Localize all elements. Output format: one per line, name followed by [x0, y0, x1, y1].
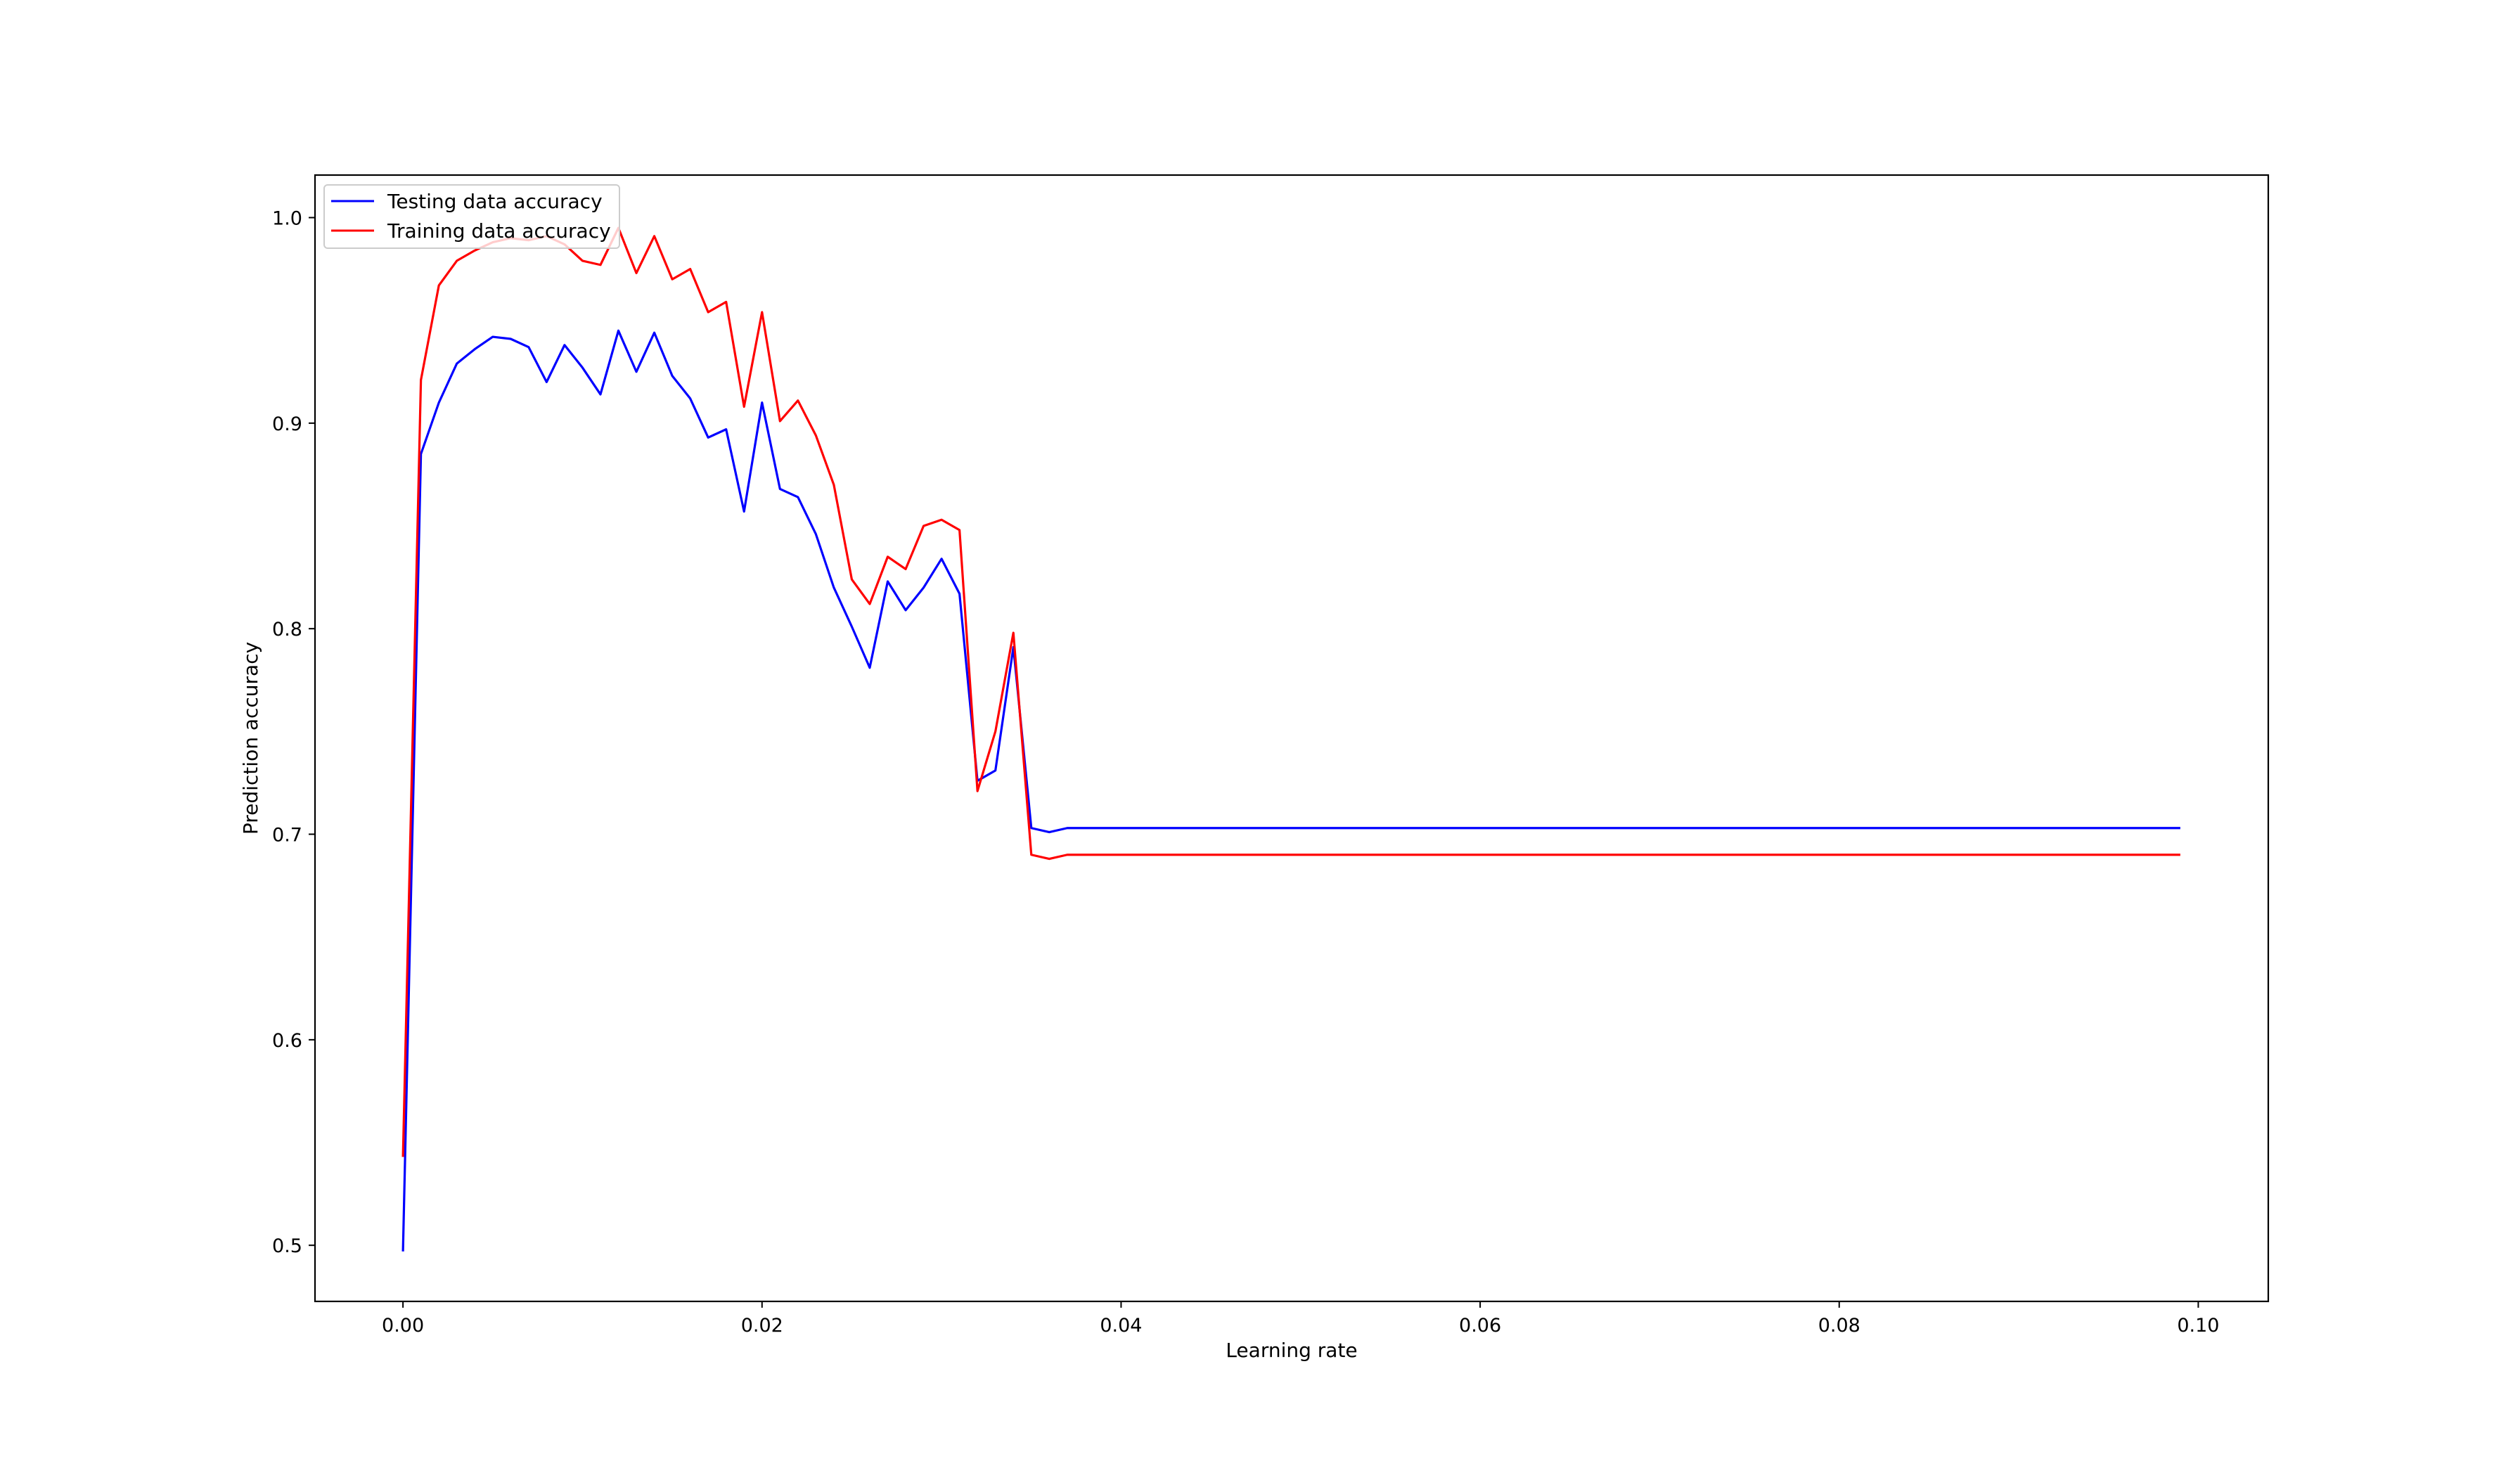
- y-tick-label: 0.8: [272, 619, 302, 641]
- x-tick-label: 0.10: [2177, 1315, 2219, 1337]
- x-axis-label: Learning rate: [1226, 1339, 1357, 1362]
- legend-box: [323, 184, 620, 249]
- y-tick-label: 0.7: [272, 825, 302, 847]
- y-axis-label: Prediction accuracy: [239, 642, 262, 835]
- legend-label-testing: Testing data accuracy: [387, 190, 603, 213]
- y-tick-label: 1.0: [272, 208, 302, 230]
- y-tick-label: 0.6: [272, 1030, 302, 1052]
- legend: Testing data accuracy Training data accu…: [323, 184, 620, 249]
- plot-area: [314, 174, 2270, 1303]
- x-tick-label: 0.06: [1459, 1315, 1501, 1337]
- y-tick-label: 0.5: [272, 1235, 302, 1257]
- series-line-training: [401, 226, 2180, 1157]
- series-layer: [401, 226, 2180, 1251]
- series-line-testing: [401, 329, 2180, 1251]
- x-tick-label: 0.02: [741, 1315, 783, 1337]
- x-tick-label: 0.04: [1100, 1315, 1142, 1337]
- axes-frame: [314, 174, 2270, 1303]
- y-axis: 0.5 0.6 0.7 0.8 0.9 1.0: [272, 208, 315, 1257]
- y-tick-label: 0.9: [272, 413, 302, 435]
- x-tick-label: 0.08: [1818, 1315, 1860, 1337]
- x-axis: 0.00 0.02 0.04 0.06 0.08 0.10: [382, 1301, 2219, 1337]
- legend-label-training: Training data accuracy: [387, 219, 611, 243]
- x-tick-label: 0.00: [382, 1315, 424, 1337]
